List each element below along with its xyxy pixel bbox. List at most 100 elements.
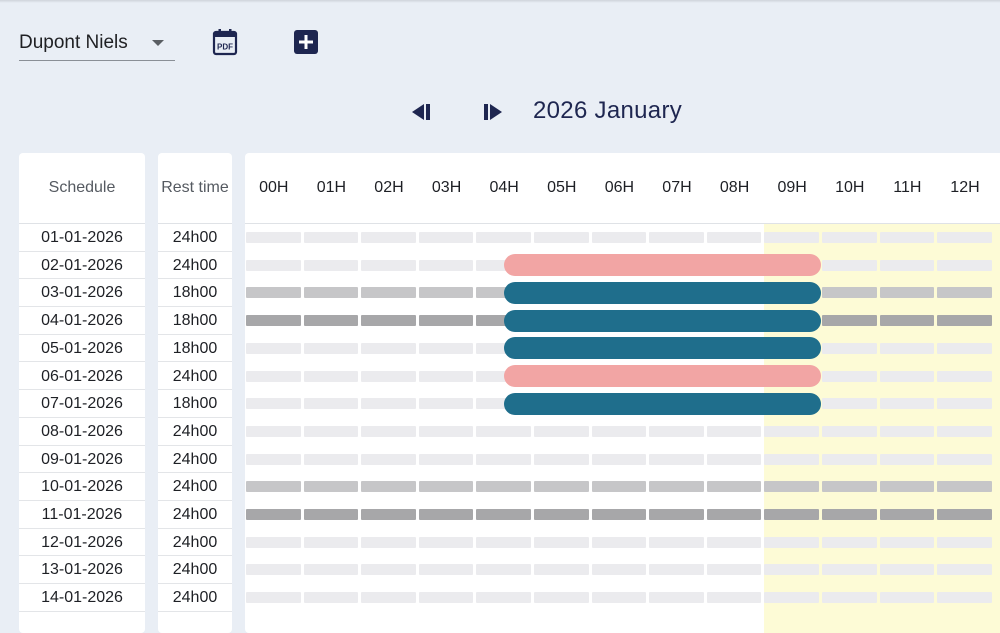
hour-slot bbox=[534, 564, 589, 576]
hour-label: 10H bbox=[835, 179, 865, 196]
schedule-date[interactable]: 05-01-2026 bbox=[19, 335, 145, 363]
employee-select[interactable]: Dupont Niels bbox=[19, 28, 175, 61]
rest-time-value: 24h00 bbox=[158, 501, 232, 529]
hour-slot bbox=[706, 453, 762, 465]
work-shift-bar[interactable] bbox=[504, 392, 821, 415]
hour-slot bbox=[822, 398, 877, 410]
hour-slot bbox=[246, 536, 301, 548]
hour-slot bbox=[303, 592, 359, 604]
hour-slot bbox=[937, 536, 992, 548]
hour-label: 11H bbox=[893, 179, 922, 196]
hour-slot bbox=[303, 315, 359, 327]
hour-slot bbox=[937, 259, 992, 271]
hour-slot bbox=[822, 536, 877, 548]
hour-label: 02H bbox=[374, 179, 404, 196]
hour-slot bbox=[937, 232, 992, 243]
plus-square-icon[interactable] bbox=[294, 30, 320, 56]
rest-time-value: 24h00 bbox=[158, 418, 232, 446]
hour-slot bbox=[361, 536, 416, 548]
hour-slot bbox=[418, 259, 474, 271]
rest-time-value: 24h00 bbox=[158, 446, 232, 474]
hour-slot bbox=[303, 342, 359, 354]
pdf-calendar-icon[interactable]: PDF bbox=[212, 28, 238, 56]
rest-time-value: 24h00 bbox=[158, 252, 232, 280]
schedule-date[interactable]: 10-01-2026 bbox=[19, 473, 145, 501]
hour-slot bbox=[361, 315, 416, 327]
schedule-date[interactable]: 03-01-2026 bbox=[19, 279, 145, 308]
schedule-date[interactable]: 07-01-2026 bbox=[19, 390, 145, 418]
hour-slot bbox=[303, 536, 359, 548]
hour-slot bbox=[418, 592, 474, 604]
hour-slot bbox=[879, 342, 935, 354]
hour-slot bbox=[879, 481, 935, 493]
hour-slot bbox=[361, 481, 416, 493]
hour-slot bbox=[534, 453, 589, 465]
work-shift-bar[interactable] bbox=[504, 309, 821, 332]
hour-slot bbox=[879, 592, 935, 604]
hour-slot bbox=[937, 398, 992, 410]
hour-slot bbox=[591, 481, 647, 493]
schedule-date[interactable]: 14-01-2026 bbox=[19, 584, 145, 612]
hour-slot bbox=[822, 287, 877, 299]
hour-label: 04H bbox=[489, 179, 519, 196]
schedule-date[interactable]: 06-01-2026 bbox=[19, 363, 145, 391]
schedule-date[interactable]: 04-01-2026 bbox=[19, 307, 145, 335]
hour-slot bbox=[361, 398, 416, 410]
schedule-date[interactable]: 01-01-2026 bbox=[19, 224, 145, 252]
hour-slot bbox=[361, 453, 416, 465]
hour-label: 09H bbox=[777, 179, 807, 196]
hour-slot bbox=[937, 342, 992, 354]
hour-slot bbox=[591, 453, 647, 465]
schedule-date[interactable]: 13-01-2026 bbox=[19, 556, 145, 585]
hour-slot bbox=[879, 287, 935, 299]
hour-slot bbox=[822, 315, 877, 327]
hour-slot bbox=[476, 259, 531, 271]
timeline-grid: 00H 01H 02H 03H 04H 05H 06H 07H 08H 09H 10H 11H 12H bbox=[245, 153, 1000, 633]
skip-previous-icon[interactable] bbox=[410, 101, 434, 125]
schedule-date[interactable]: 08-01-2026 bbox=[19, 418, 145, 446]
hour-slot bbox=[534, 536, 589, 548]
hour-slot bbox=[476, 315, 531, 327]
schedule-date[interactable]: 11-01-2026 bbox=[19, 501, 145, 529]
hour-slot bbox=[476, 398, 531, 410]
rest-time-header: Rest time bbox=[158, 153, 232, 224]
hour-slot bbox=[937, 592, 992, 604]
hour-slot bbox=[418, 425, 474, 437]
schedule-date[interactable]: 12-01-2026 bbox=[19, 529, 145, 557]
hour-slot bbox=[418, 453, 474, 465]
work-shift-bar[interactable] bbox=[504, 281, 821, 304]
hour-slot bbox=[937, 370, 992, 382]
skip-next-icon[interactable] bbox=[482, 101, 506, 125]
rest-time-value: 24h00 bbox=[158, 473, 232, 501]
hour-slot bbox=[246, 287, 301, 299]
schedule-date[interactable]: 09-01-2026 bbox=[19, 446, 145, 474]
hour-slot bbox=[937, 425, 992, 437]
hour-slot bbox=[764, 564, 819, 576]
hour-label: 07H bbox=[662, 179, 692, 196]
hour-slot bbox=[706, 425, 762, 437]
schedule-column: Schedule 01-01-2026 02-01-2026 03-01-2026 0… bbox=[19, 153, 145, 633]
hour-slot bbox=[476, 425, 531, 437]
hour-slot bbox=[764, 481, 819, 493]
hour-slot bbox=[534, 425, 589, 437]
hour-slot bbox=[303, 259, 359, 271]
hour-slot bbox=[361, 425, 416, 437]
hour-slot bbox=[649, 481, 704, 493]
leave-shift-bar[interactable] bbox=[504, 254, 821, 277]
hour-slot bbox=[822, 481, 877, 493]
schedule-date[interactable]: 02-01-2026 bbox=[19, 252, 145, 280]
hour-slot bbox=[361, 342, 416, 354]
hour-slot bbox=[303, 232, 359, 243]
hour-slot bbox=[534, 481, 589, 493]
leave-shift-bar[interactable] bbox=[504, 365, 821, 387]
hour-slot bbox=[706, 564, 762, 576]
hour-slot bbox=[879, 259, 935, 271]
hour-slot bbox=[937, 453, 992, 465]
hour-slot bbox=[476, 509, 531, 520]
hour-slot bbox=[476, 287, 531, 299]
hour-slot bbox=[246, 425, 301, 437]
hour-slot bbox=[879, 536, 935, 548]
hour-slot bbox=[591, 564, 647, 576]
hour-slot bbox=[418, 287, 474, 299]
work-shift-bar[interactable] bbox=[504, 337, 821, 360]
